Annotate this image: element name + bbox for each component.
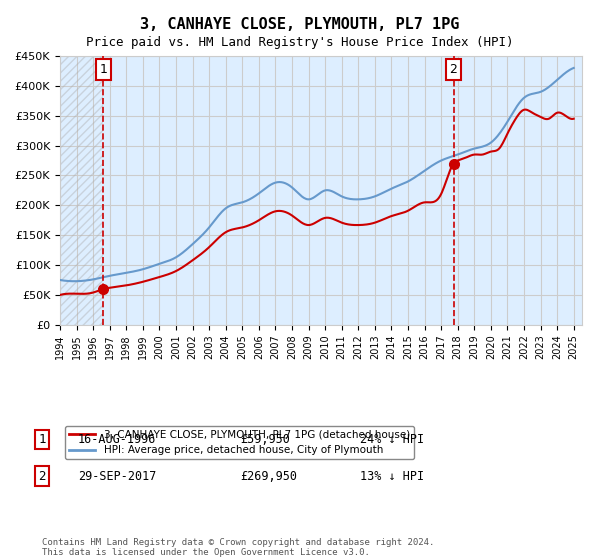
Text: £269,950: £269,950 xyxy=(240,469,297,483)
Text: 1: 1 xyxy=(100,63,107,76)
Text: 24% ↓ HPI: 24% ↓ HPI xyxy=(360,433,424,446)
Text: 3, CANHAYE CLOSE, PLYMOUTH, PL7 1PG: 3, CANHAYE CLOSE, PLYMOUTH, PL7 1PG xyxy=(140,17,460,32)
Text: 29-SEP-2017: 29-SEP-2017 xyxy=(78,469,157,483)
Legend: 3, CANHAYE CLOSE, PLYMOUTH, PL7 1PG (detached house), HPI: Average price, detach: 3, CANHAYE CLOSE, PLYMOUTH, PL7 1PG (det… xyxy=(65,426,414,459)
Text: 2: 2 xyxy=(38,469,46,483)
Text: Price paid vs. HM Land Registry's House Price Index (HPI): Price paid vs. HM Land Registry's House … xyxy=(86,36,514,49)
Text: Contains HM Land Registry data © Crown copyright and database right 2024.
This d: Contains HM Land Registry data © Crown c… xyxy=(42,538,434,557)
Text: 1: 1 xyxy=(38,433,46,446)
Text: 13% ↓ HPI: 13% ↓ HPI xyxy=(360,469,424,483)
Text: 2: 2 xyxy=(449,63,457,76)
Text: 16-AUG-1996: 16-AUG-1996 xyxy=(78,433,157,446)
Text: £59,950: £59,950 xyxy=(240,433,290,446)
Bar xyxy=(60,56,103,325)
